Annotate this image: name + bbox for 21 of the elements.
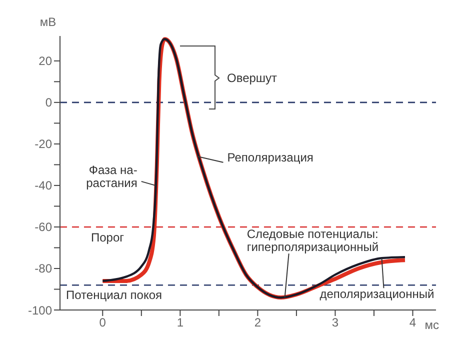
y-tick-label: -40: [34, 178, 52, 193]
annotation: Реполяризация: [227, 150, 314, 165]
x-axis-title: мс: [424, 318, 439, 332]
y-tick-label: -80: [34, 262, 52, 276]
annotation: Фаза на- растания: [86, 163, 138, 190]
y-axis-title: мВ: [40, 15, 56, 29]
y-tick-label: 0: [45, 96, 52, 110]
y-tick-label: -20: [34, 137, 52, 152]
annotation: Овершут: [227, 71, 278, 86]
ref-line-label: Порог: [91, 230, 125, 244]
x-tick-label: 3: [332, 316, 339, 330]
ref-line-label: Потенциал покоя: [66, 288, 162, 302]
annotation: деполяризационный: [320, 287, 434, 302]
x-tick-label: 2: [254, 316, 262, 330]
annotation: Следовые потенциалы: гиперполяризационный: [246, 227, 379, 254]
x-tick-label: 1: [176, 316, 184, 330]
y-tick-label: -60: [34, 220, 52, 234]
y-tick-label: 20: [38, 54, 52, 68]
x-tick-label: 0: [99, 316, 106, 330]
x-tick-label: 4: [409, 316, 416, 330]
y-tick-label: -100: [28, 303, 52, 318]
